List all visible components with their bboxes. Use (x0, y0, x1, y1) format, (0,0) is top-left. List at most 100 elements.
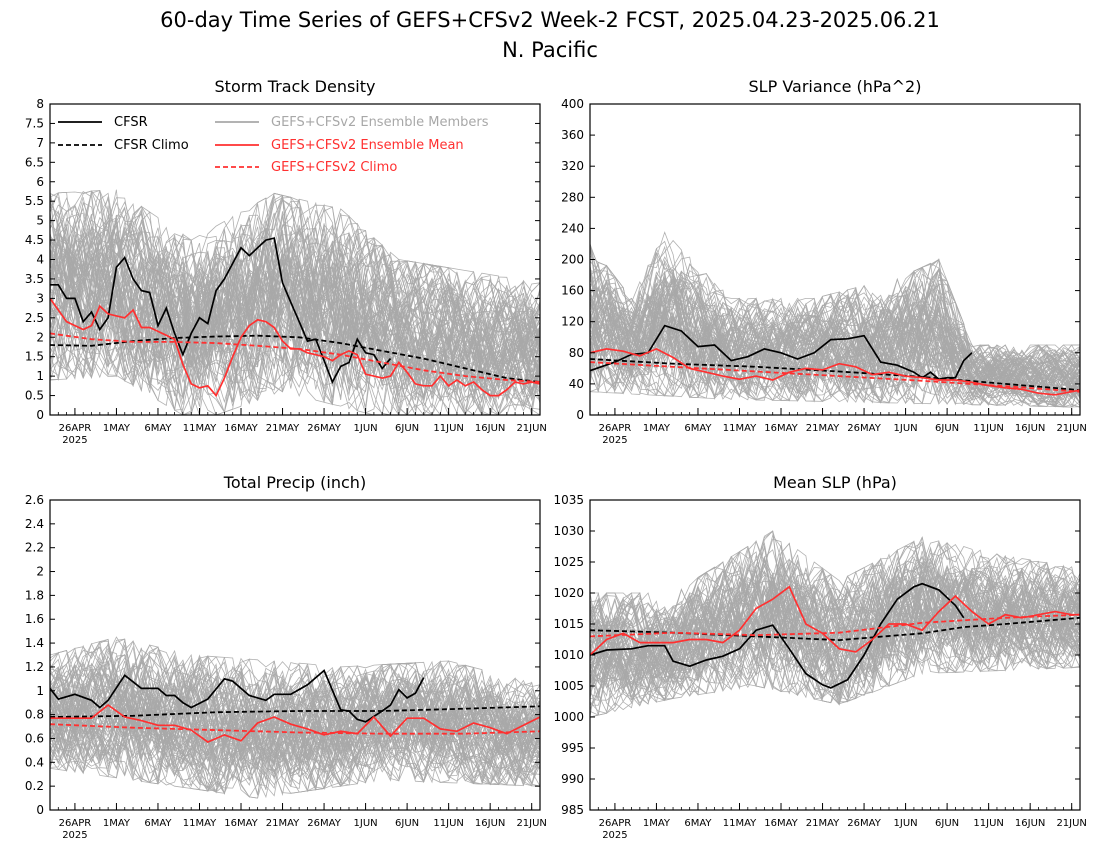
y-tick-label: 0.8 (25, 708, 44, 722)
x-tick-label: 21JUN (1056, 423, 1086, 434)
legend: CFSR CFSR Climo GEFS+CFSv2 Ensemble Member… (58, 115, 489, 175)
y-tick-label: 1000 (553, 710, 584, 724)
x-year-label: 2025 (602, 435, 627, 446)
ensemble-member-line (590, 243, 1080, 391)
plot-area (50, 189, 540, 415)
ensemble-member-line (590, 258, 1080, 391)
legend-label: GEFS+CFSv2 Climo (271, 160, 397, 175)
x-tick-label: 1JUN (354, 423, 378, 434)
ensemble-member-line (590, 565, 1080, 706)
series-line-gefs-cfsv2-ensemble-mean (50, 297, 540, 398)
ensemble-member-line (50, 231, 540, 383)
x-tick-label: 1MAY (643, 423, 671, 434)
ensemble-member-line (590, 542, 1080, 663)
ensemble-member-line (50, 672, 540, 779)
y-tick-label: 2.6 (25, 493, 44, 507)
ensemble-member-line (50, 640, 540, 784)
x-tick-label: 6MAY (144, 423, 172, 434)
ensemble-members (50, 189, 540, 415)
panels: Storm Track Density 0 0.5 1 1.5 2 2.5 3 3.5 4 4.5 5… (25, 77, 1087, 841)
y-tick-label: 240 (561, 221, 584, 235)
y-tick-label: 0.5 (25, 389, 44, 403)
x-tick-label: 6JUN (935, 818, 959, 829)
series-line-gefs-cfsv2-climo (50, 332, 540, 383)
y-tick-label: 280 (561, 190, 584, 204)
y-tick-label: 995 (561, 741, 584, 755)
plot-area (590, 530, 1080, 718)
x-tick-label: 16MAY (764, 423, 798, 434)
x-tick-label: 6JUN (395, 818, 419, 829)
legend-item-ensemble-members: GEFS+CFSv2 Ensemble Members (215, 115, 489, 130)
series-line-cfsr-climo (50, 705, 540, 718)
x-tick-label: 26MAY (847, 818, 881, 829)
series-line-cfsr (50, 237, 392, 385)
y-tick-label: 6.5 (25, 155, 44, 169)
y-tick-label: 0 (576, 408, 584, 422)
ensemble-member-line (50, 203, 540, 415)
ensemble-member-line (590, 252, 1080, 404)
ensemble-member-line (50, 646, 540, 777)
ensemble-member-line (590, 566, 1080, 683)
ensemble-member-line (590, 243, 1080, 405)
ensemble-member-line (590, 540, 1080, 700)
x-tick-label: 16MAY (764, 818, 798, 829)
legend-label: GEFS+CFSv2 Ensemble Mean (271, 138, 464, 153)
series-line-gefs-cfsv2-climo (590, 361, 1080, 393)
ensemble-member-line (50, 636, 540, 791)
ensemble-member-line (590, 566, 1080, 704)
ensemble-member-line (50, 224, 540, 414)
ensemble-member-line (590, 564, 1080, 686)
y-tick-label: 400 (561, 97, 584, 111)
ensemble-member-line (50, 650, 540, 789)
legend-item-cfsr: CFSR (58, 115, 148, 130)
y-tick-label: 4.5 (25, 233, 44, 247)
figure-subtitle: N. Pacific (502, 38, 598, 62)
legend-item-cfsr-climo: CFSR Climo (58, 138, 189, 153)
x-tick-label: 26APR (59, 818, 92, 829)
panel-title: Storm Track Density (215, 77, 376, 96)
ensemble-member-line (590, 579, 1080, 687)
ensemble-members (590, 530, 1080, 718)
y-tick-label: 1.8 (25, 588, 44, 602)
x-tick-label: 21MAY (806, 423, 840, 434)
y-tick-label: 7.5 (25, 116, 44, 130)
x-tick-label: 26MAY (307, 818, 341, 829)
series-line-cfsr (590, 582, 965, 689)
y-tick-label: 2 (36, 565, 44, 579)
y-tick-label: 360 (561, 128, 584, 142)
ensemble-member-line (50, 647, 540, 786)
ensemble-member-line (590, 549, 1080, 701)
ensemble-members (50, 636, 540, 799)
ensemble-member-line (50, 216, 540, 383)
series-line-gefs-cfsv2-climo (50, 723, 540, 735)
y-tick-label: 1.4 (25, 636, 44, 650)
ensemble-member-line (50, 208, 540, 415)
x-tick-label: 11MAY (723, 423, 757, 434)
x-tick-label: 16JUN (1015, 818, 1045, 829)
y-tick-label: 2.4 (25, 517, 44, 531)
ensemble-member-line (590, 277, 1080, 405)
ensemble-member-line (50, 644, 540, 782)
y-tick-label: 2.5 (25, 311, 44, 325)
series-line-cfsr-climo (590, 358, 1080, 391)
ensemble-member-line (590, 247, 1080, 393)
ensemble-member-line (50, 214, 540, 414)
ensemble-member-line (50, 210, 540, 393)
x-tick-label: 6JUN (395, 423, 419, 434)
ensemble-member-line (50, 192, 540, 398)
x-year-label: 2025 (602, 830, 627, 841)
x-tick-label: 16MAY (224, 818, 258, 829)
y-tick-label: 0.6 (25, 731, 44, 745)
x-year-label: 2025 (62, 830, 87, 841)
y-tick-label: 0.2 (25, 779, 44, 793)
y-tick-label: 5.5 (25, 194, 44, 208)
legend-label: CFSR Climo (114, 138, 189, 153)
y-tick-label: 985 (561, 803, 584, 817)
panel-title: Total Precip (inch) (223, 473, 366, 492)
x-tick-label: 26MAY (847, 423, 881, 434)
y-tick-label: 1025 (553, 555, 584, 569)
y-tick-label: 8 (36, 97, 44, 111)
y-tick-label: 0 (36, 803, 44, 817)
ensemble-member-line (50, 189, 540, 415)
y-tick-label: 0 (36, 408, 44, 422)
